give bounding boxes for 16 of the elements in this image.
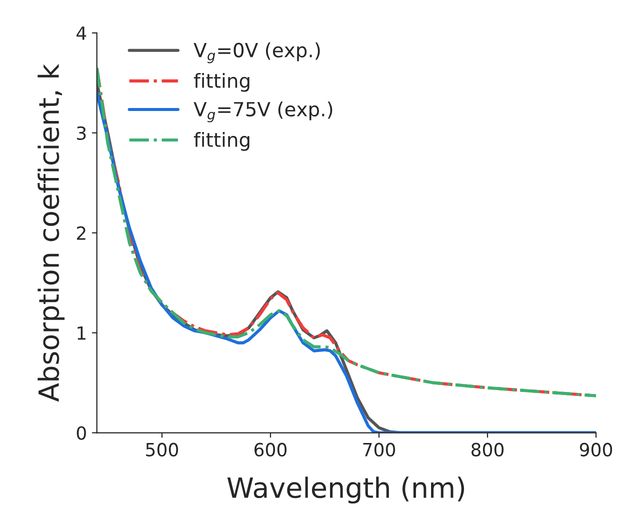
x-tick-label: 900 <box>580 442 612 456</box>
y-tick-label: 1 <box>78 326 86 340</box>
y-tick-label: 2 <box>76 226 86 240</box>
y-tick-label: 3 <box>77 126 86 140</box>
legend-label: V$_{g}$=75V (exp.) <box>194 101 332 122</box>
legend-label: fitting <box>194 72 250 92</box>
x-axis-title: Wavelength (nm) <box>227 476 464 504</box>
legend-label: fitting <box>194 132 250 151</box>
x-tick-label: 700 <box>363 442 396 456</box>
x-tick-label: 500 <box>146 442 178 456</box>
x-tick-label: 800 <box>472 442 504 456</box>
y-axis-title: Absorption coefficient, k <box>38 64 65 402</box>
y-tick-label: 4 <box>76 26 86 40</box>
y-tick-label: 0 <box>76 426 86 440</box>
x-tick-label: 600 <box>254 442 287 456</box>
legend-label: V$_{g}$=0V (exp.) <box>194 42 320 64</box>
